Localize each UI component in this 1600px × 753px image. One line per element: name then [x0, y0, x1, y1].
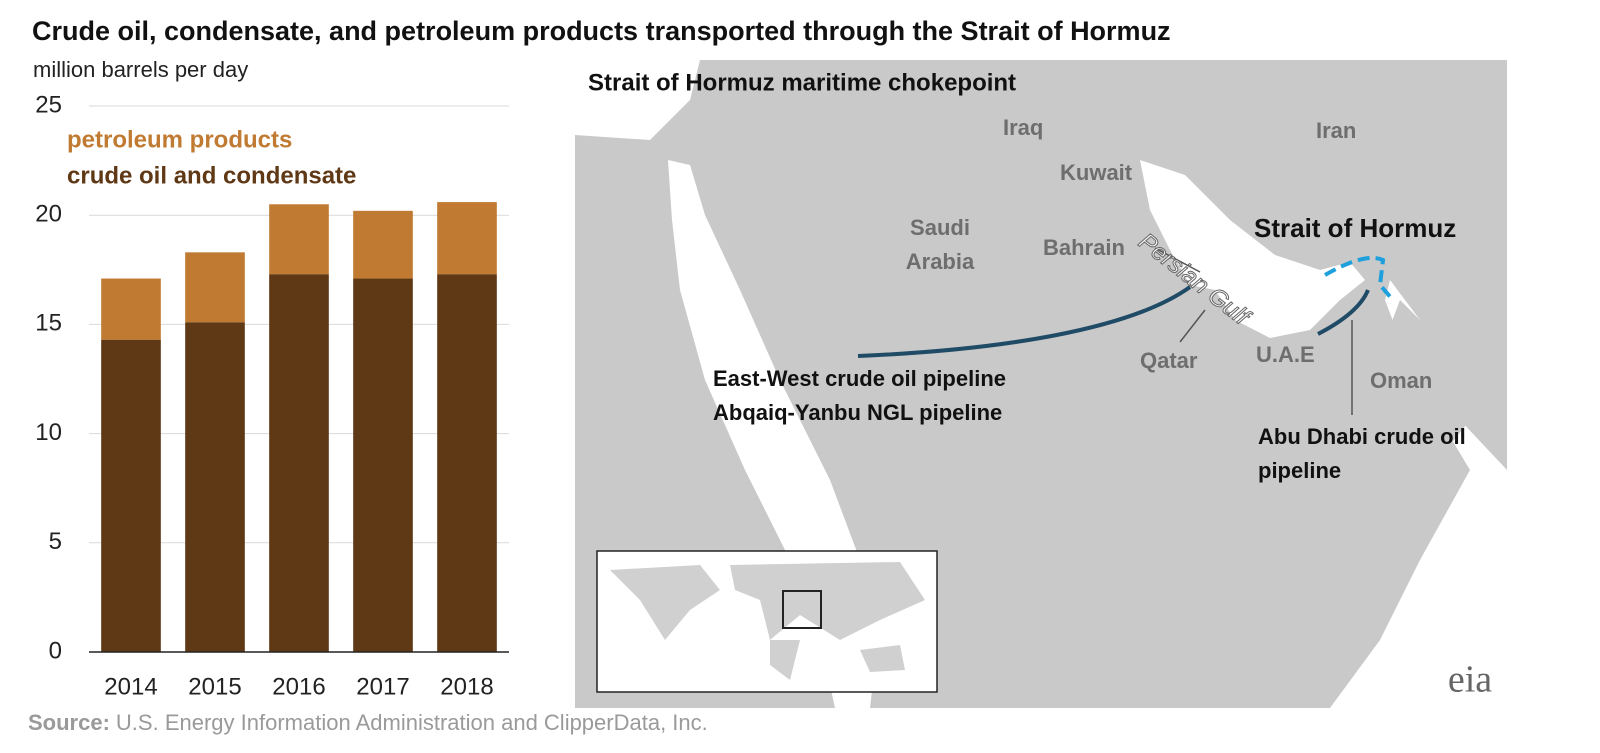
- x-tick-label: 2017: [356, 673, 409, 700]
- bar-segment: [185, 252, 245, 323]
- bar-segment: [437, 274, 497, 652]
- legend-entry: crude oil and condensate: [67, 162, 356, 189]
- map-label: Strait of Hormuz: [1254, 213, 1457, 243]
- leader-line: [1154, 247, 1201, 273]
- leader-line: [1179, 309, 1206, 343]
- x-tick-label: 2016: [272, 673, 325, 700]
- pipeline-label: East-West crude oil pipeline: [713, 366, 1006, 391]
- pipeline-east-west: [857, 285, 1192, 358]
- bar-segment: [101, 339, 161, 652]
- source-label: Source:: [28, 710, 110, 735]
- y-tick-label: 5: [49, 528, 62, 555]
- map-label: Qatar: [1140, 348, 1198, 373]
- map: Strait of Hormuz maritime chokepoint eia: [575, 60, 1507, 708]
- map-label: Oman: [1370, 368, 1433, 393]
- bar-segment: [269, 204, 329, 275]
- map-persian-gulf: [1140, 160, 1365, 338]
- map-label: Saudi Arabia: [905, 215, 975, 274]
- map-sea: [575, 60, 700, 140]
- map-label: Bahrain: [1043, 235, 1125, 260]
- bar-segment: [353, 278, 413, 652]
- bar-segment: [437, 202, 497, 275]
- map-oman: [1385, 300, 1470, 470]
- pipeline-label: Abqaiq-Yanbu NGL pipeline: [713, 400, 1003, 425]
- bar-segment: [269, 274, 329, 652]
- map-arabian-sea: [1330, 280, 1507, 708]
- x-tick-label: 2015: [188, 673, 241, 700]
- logo: eia: [1448, 659, 1492, 701]
- legend-entry: petroleum products: [67, 126, 292, 153]
- map-label: Iraq: [1003, 115, 1044, 140]
- x-tick-label: 2014: [104, 673, 157, 700]
- source-text: U.S. Energy Information Administration a…: [116, 710, 708, 735]
- map-label: Iran: [1316, 118, 1357, 143]
- pipeline-label: Abu Dhabi crude oil pipeline: [1258, 424, 1466, 483]
- x-tick-label: 2018: [440, 673, 493, 700]
- inset-highlight: [782, 590, 822, 629]
- strait-route: [1324, 255, 1395, 302]
- y-tick-label: 10: [35, 419, 62, 446]
- map-title: Strait of Hormuz maritime chokepoint: [588, 69, 1016, 96]
- pipeline-abu-dhabi: [1317, 289, 1370, 336]
- y-tick-label: 20: [35, 201, 62, 228]
- y-tick-label: 15: [35, 310, 62, 337]
- bar-segment: [101, 278, 161, 340]
- chart-title: Crude oil, condensate, and petroleum pro…: [32, 16, 1171, 46]
- inset-land: [610, 562, 925, 680]
- y-tick-label: 0: [49, 637, 62, 664]
- bar-segment: [353, 210, 413, 279]
- y-tick-label: 25: [35, 91, 62, 118]
- chart-subtitle: million barrels per day: [33, 57, 248, 82]
- map-label: U.A.E: [1256, 342, 1315, 367]
- map-label: Kuwait: [1060, 160, 1133, 185]
- source: Source: U.S. Energy Information Administr…: [28, 710, 708, 735]
- bar-segment: [185, 322, 245, 652]
